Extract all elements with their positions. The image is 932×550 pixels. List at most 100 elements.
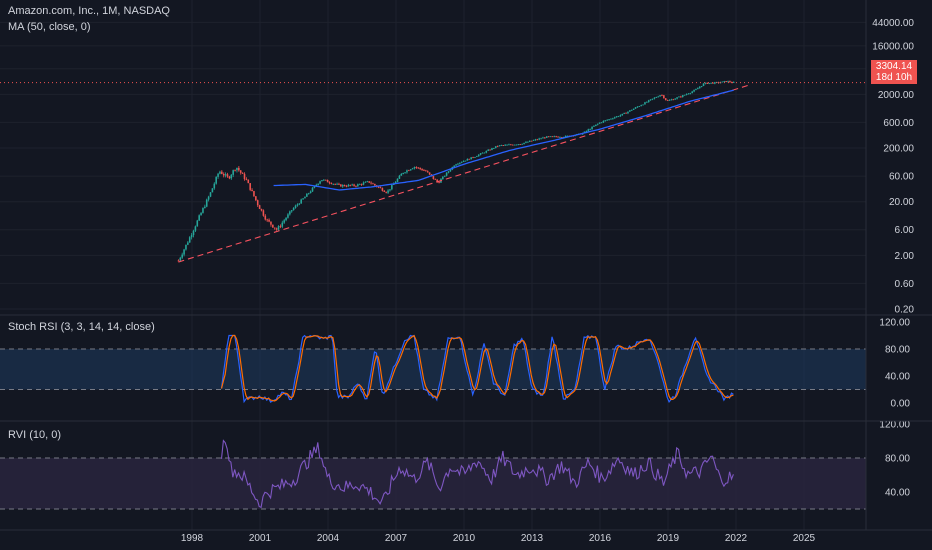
last-price-value: 3304.14 bbox=[875, 61, 913, 72]
candle-up bbox=[528, 140, 531, 142]
candle-up bbox=[587, 129, 590, 131]
ma-legend[interactable]: MA (50, close, 0) bbox=[8, 21, 91, 33]
price-axis-tick: 44000.00 bbox=[872, 18, 914, 29]
candle-up bbox=[721, 81, 724, 83]
candle-up bbox=[500, 145, 503, 147]
candle-up bbox=[700, 85, 703, 87]
candle-down bbox=[262, 210, 265, 216]
candle-down bbox=[472, 157, 474, 159]
candle-down bbox=[432, 176, 435, 179]
candle-up bbox=[459, 162, 461, 164]
price-axis-tick: 16000.00 bbox=[872, 41, 914, 52]
candle-up bbox=[521, 143, 523, 145]
candle-up bbox=[538, 138, 540, 140]
candle-up bbox=[647, 100, 650, 102]
candle-up bbox=[483, 152, 486, 154]
candle-down bbox=[253, 191, 255, 197]
candle-down bbox=[425, 170, 427, 172]
candle-up bbox=[659, 95, 661, 97]
candle-up bbox=[449, 169, 452, 172]
candle-up bbox=[523, 142, 525, 144]
candle-up bbox=[406, 170, 408, 173]
candle-down bbox=[519, 144, 522, 146]
candle-up bbox=[292, 207, 295, 211]
candle-up bbox=[610, 118, 612, 120]
candle-down bbox=[511, 144, 514, 146]
candle-up bbox=[457, 163, 459, 165]
candle-up bbox=[553, 136, 556, 138]
candle-up bbox=[649, 99, 652, 101]
candle-down bbox=[349, 184, 352, 186]
candle-up bbox=[612, 118, 614, 120]
candle-down bbox=[326, 180, 329, 183]
candle-up bbox=[493, 148, 495, 149]
candle-up bbox=[638, 106, 641, 107]
candle-up bbox=[525, 141, 527, 143]
candle-down bbox=[557, 136, 559, 138]
candle-up bbox=[477, 154, 480, 157]
candle-down bbox=[428, 172, 431, 175]
stoch-axis-tick: 40.00 bbox=[885, 372, 910, 383]
candle-down bbox=[502, 145, 505, 147]
candle-down bbox=[408, 170, 410, 172]
candle-up bbox=[341, 185, 344, 187]
candle-up bbox=[217, 173, 219, 177]
candle-down bbox=[266, 219, 268, 221]
y-axis-labels: 0.20 0.60 2.00 6.00 20.00 60.00 200.00 600.00 20… bbox=[872, 18, 914, 499]
candle-up bbox=[613, 117, 616, 119]
candle-up bbox=[727, 81, 729, 83]
candle-down bbox=[370, 182, 372, 184]
candle-up bbox=[209, 192, 212, 197]
stoch-d-line bbox=[220, 334, 734, 402]
candle-up bbox=[336, 183, 338, 185]
candle-up bbox=[670, 99, 673, 101]
candle-down bbox=[717, 82, 720, 84]
candle-up bbox=[674, 98, 676, 100]
price-axis-tick: 0.60 bbox=[895, 279, 915, 290]
candle-down bbox=[426, 171, 429, 173]
candle-down bbox=[222, 174, 225, 176]
candle-up bbox=[196, 220, 199, 227]
candle-down bbox=[260, 208, 263, 211]
candle-up bbox=[691, 91, 693, 94]
candle-up bbox=[230, 174, 233, 179]
candle-down bbox=[712, 82, 714, 84]
candle-up bbox=[566, 135, 569, 137]
candle-up bbox=[630, 109, 633, 111]
candle-up bbox=[702, 83, 705, 86]
candle-up bbox=[357, 184, 359, 187]
stoch-rsi-legend[interactable]: Stoch RSI (3, 3, 14, 14, close) bbox=[8, 321, 155, 333]
candle-up bbox=[236, 167, 238, 171]
candle-up bbox=[632, 108, 635, 110]
candle-up bbox=[479, 153, 482, 155]
rvi-legend[interactable]: RVI (10, 0) bbox=[8, 429, 61, 441]
stoch-band-fill bbox=[0, 349, 866, 390]
candle-down bbox=[226, 174, 229, 177]
candle-up bbox=[404, 172, 406, 174]
candle-up bbox=[668, 100, 671, 101]
candle-up bbox=[300, 199, 302, 204]
candle-down bbox=[328, 182, 331, 184]
candle-down bbox=[355, 185, 357, 187]
time-axis-tick: 2013 bbox=[521, 533, 544, 544]
candle-up bbox=[306, 193, 308, 197]
candle-down bbox=[423, 170, 425, 171]
candle-up bbox=[277, 226, 280, 230]
candle-up bbox=[447, 171, 450, 173]
rvi-axis-tick: 120.00 bbox=[879, 420, 910, 431]
candle-down bbox=[468, 158, 471, 160]
time-axis-tick: 2016 bbox=[589, 533, 612, 544]
candle-down bbox=[251, 189, 253, 192]
candle-up bbox=[678, 96, 680, 98]
candle-up bbox=[629, 110, 631, 112]
candle-down bbox=[489, 149, 491, 151]
candle-up bbox=[455, 164, 457, 166]
candle-down bbox=[268, 219, 270, 222]
candle-up bbox=[589, 129, 591, 130]
candle-up bbox=[362, 182, 365, 185]
candle-up bbox=[681, 95, 684, 98]
candle-down bbox=[228, 176, 231, 179]
price-axis-tick: 600.00 bbox=[883, 118, 914, 129]
candle-up bbox=[311, 187, 314, 192]
candle-down bbox=[377, 186, 380, 188]
